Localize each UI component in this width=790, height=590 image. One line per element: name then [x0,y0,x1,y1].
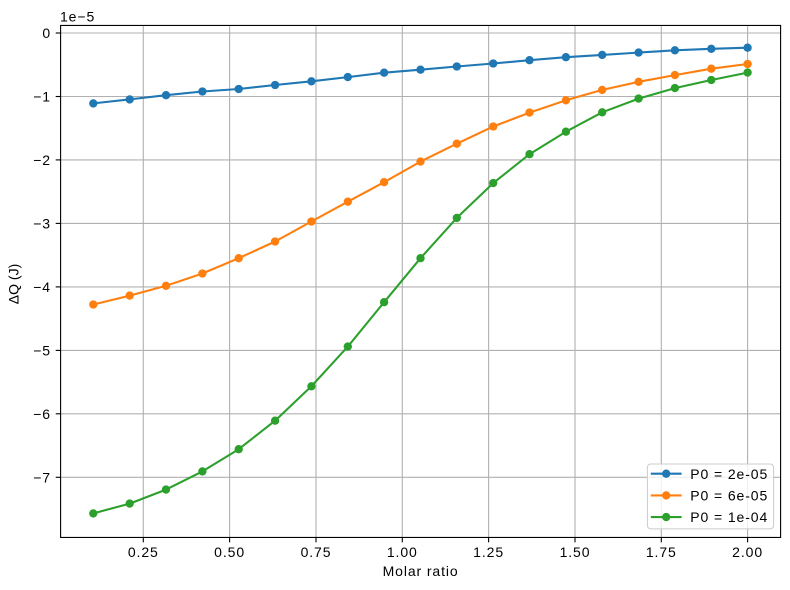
svg-text:−3: −3 [33,216,51,232]
svg-text:−1: −1 [33,89,51,105]
svg-text:0.75: 0.75 [301,544,332,560]
svg-text:ΔQ (J): ΔQ (J) [5,264,21,304]
svg-text:1e−5: 1e−5 [60,8,95,24]
svg-text:0.25: 0.25 [128,544,159,560]
svg-text:−7: −7 [33,469,51,485]
svg-text:1.75: 1.75 [646,544,677,560]
svg-text:Molar ratio: Molar ratio [383,563,459,579]
svg-text:0: 0 [42,25,51,41]
svg-text:P0 = 1e-04: P0 = 1e-04 [690,509,768,525]
svg-text:1.25: 1.25 [473,544,504,560]
svg-text:−5: −5 [33,343,51,359]
svg-text:1.00: 1.00 [387,544,418,560]
svg-text:−6: −6 [33,406,51,422]
svg-text:P0 = 6e-05: P0 = 6e-05 [690,488,768,504]
svg-text:−4: −4 [33,279,51,295]
svg-text:P0 = 2e-05: P0 = 2e-05 [690,466,768,482]
svg-text:1.50: 1.50 [560,544,591,560]
svg-text:2.00: 2.00 [732,544,763,560]
svg-text:0.50: 0.50 [214,544,245,560]
svg-text:−2: −2 [33,152,51,168]
